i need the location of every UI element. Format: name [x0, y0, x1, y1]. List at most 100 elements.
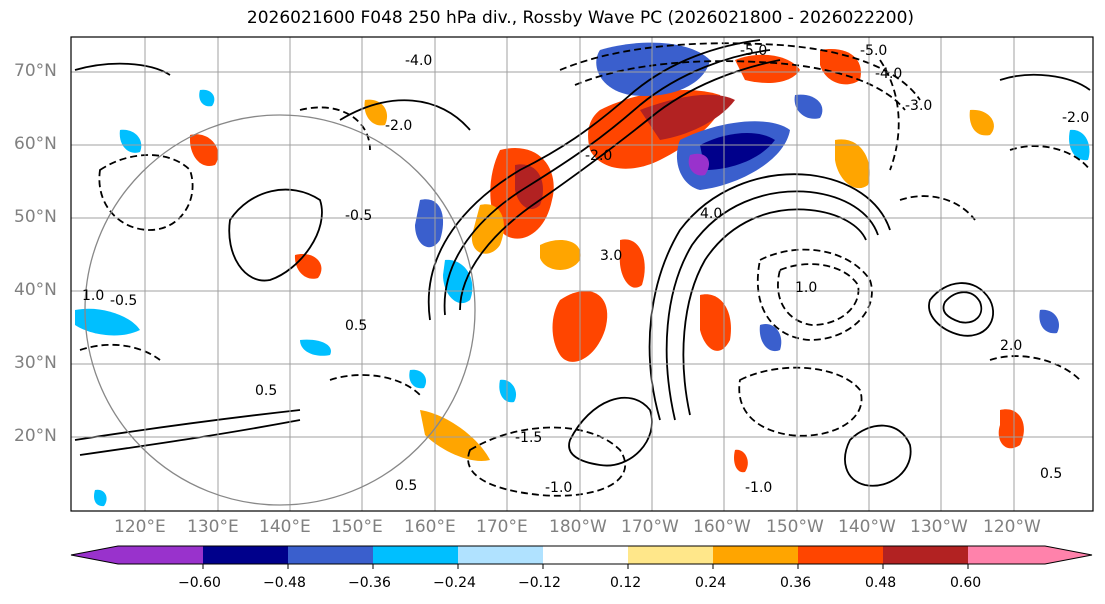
map-title: 2026021600 F048 250 hPa div., Rossby Wav… — [246, 8, 915, 28]
colorbar-swatch — [798, 546, 883, 564]
lon-label: 160°W — [693, 517, 751, 537]
div-blob — [640, 94, 735, 140]
div-blob — [700, 294, 731, 351]
lon-label: 140°W — [838, 517, 896, 537]
lon-label: 120°W — [983, 517, 1041, 537]
div-blob — [734, 449, 748, 473]
div-blob — [540, 240, 581, 270]
colorbar-swatch — [543, 546, 628, 564]
colorbar-tick-label: 0.60 — [950, 575, 982, 591]
conv-blob — [759, 324, 782, 352]
conv-blob — [499, 379, 517, 403]
map-border — [70, 36, 1094, 512]
lat-label: 70°N — [14, 61, 57, 81]
colorbar-swatch — [203, 546, 288, 564]
conv-blob — [199, 89, 215, 107]
contour-label: -2.0 — [1062, 110, 1089, 126]
div-blob — [835, 139, 870, 189]
div-blob — [619, 239, 645, 288]
colorbar-tick-label: 0.12 — [610, 575, 642, 591]
lon-label: 170°W — [621, 517, 679, 537]
colorbar-tick-label: 0.36 — [780, 575, 812, 591]
contour-label: 0.5 — [1040, 466, 1062, 482]
conv-blob — [794, 94, 823, 119]
colorbar-tick-label: 0.48 — [865, 575, 897, 591]
contour-label: -5.0 — [860, 43, 887, 59]
lon-label: 160°E — [404, 517, 456, 537]
lat-label: 40°N — [14, 280, 57, 300]
contour-label: 0.5 — [345, 318, 367, 334]
colorbar-tick-label: −0.60 — [178, 575, 221, 591]
colorbar — [70, 545, 1093, 569]
contour-label: -0.5 — [345, 208, 372, 224]
conv-blob — [700, 133, 775, 170]
colorbar-tick-label: −0.12 — [518, 575, 561, 591]
lon-label: 150°W — [766, 517, 824, 537]
colorbar-swatch — [373, 546, 458, 564]
lon-label: 170°E — [476, 517, 528, 537]
contour-label: -3.0 — [905, 98, 932, 114]
contour-label: -5.0 — [740, 43, 767, 59]
conv-blob — [119, 129, 142, 153]
lat-label: 30°N — [14, 353, 57, 373]
colorbar-tick-label: −0.48 — [263, 575, 306, 591]
contour-label: 0.5 — [395, 478, 417, 494]
rossby-contours-dashed — [79, 42, 1091, 497]
div-blob — [190, 134, 219, 166]
contour-label: 4.0 — [700, 206, 722, 222]
div-blob — [969, 109, 994, 136]
conv-blob — [596, 42, 710, 96]
colorbar-swatch — [968, 546, 1045, 564]
contour-label: -0.5 — [110, 293, 137, 309]
div-blob — [998, 409, 1024, 449]
lat-label: 20°N — [14, 426, 57, 446]
graticule — [71, 37, 1093, 511]
contour-labels: -5.0 -5.0 -4.0 -4.0 -3.0 -2.0 -2.0 -2.0 … — [82, 43, 1089, 496]
conv-blob — [409, 369, 427, 389]
contour-label: 2.0 — [1000, 338, 1022, 354]
contour-label: -4.0 — [875, 66, 902, 82]
conv-blob — [1039, 309, 1060, 334]
div-blob — [471, 204, 504, 254]
lon-label: 130°E — [187, 517, 239, 537]
conv-blob — [415, 199, 444, 248]
lon-label: 120°E — [114, 517, 166, 537]
contour-label: 3.0 — [600, 248, 622, 264]
colorbar-swatch — [713, 546, 798, 564]
region-circle — [84, 114, 476, 506]
map-frame-bg — [71, 37, 1093, 511]
contour-label: -1.0 — [545, 480, 572, 496]
contour-label: -1.5 — [515, 430, 542, 446]
colorbar-swatch — [883, 546, 968, 564]
colorbar-swatch — [458, 546, 543, 564]
conv-blob — [75, 308, 140, 336]
lon-label: 130°W — [910, 517, 968, 537]
contour-label: -4.0 — [405, 53, 432, 69]
lon-label: 140°E — [259, 517, 311, 537]
colorbar-outline — [70, 545, 1093, 565]
contour-label: 0.5 — [255, 383, 277, 399]
lat-label: 60°N — [14, 134, 57, 154]
conv-blob — [300, 339, 331, 356]
colorbar-tick-label: −0.24 — [433, 575, 476, 591]
contour-label: -2.0 — [585, 148, 612, 164]
colorbar-swatch — [118, 546, 203, 564]
colorbar-swatch — [288, 546, 373, 564]
contour-label: -2.0 — [385, 118, 412, 134]
colorbar-swatch — [628, 546, 713, 564]
colorbar-extend-left — [71, 546, 118, 564]
div-blob — [294, 254, 322, 279]
lat-label: 50°N — [14, 207, 57, 227]
colorbar-extend-right — [1045, 546, 1092, 564]
conv-blob — [688, 153, 710, 176]
contour-label: 1.0 — [82, 288, 104, 304]
lon-label: 150°E — [331, 517, 383, 537]
contour-label: 1.0 — [795, 280, 817, 296]
colorbar-tick-label: −0.36 — [348, 575, 391, 591]
div-blob — [515, 164, 543, 210]
contour-label: -1.0 — [745, 480, 772, 496]
div-blob — [820, 49, 861, 85]
lon-label: 180°W — [549, 517, 607, 537]
colorbar-tick-label: 0.24 — [695, 575, 727, 591]
